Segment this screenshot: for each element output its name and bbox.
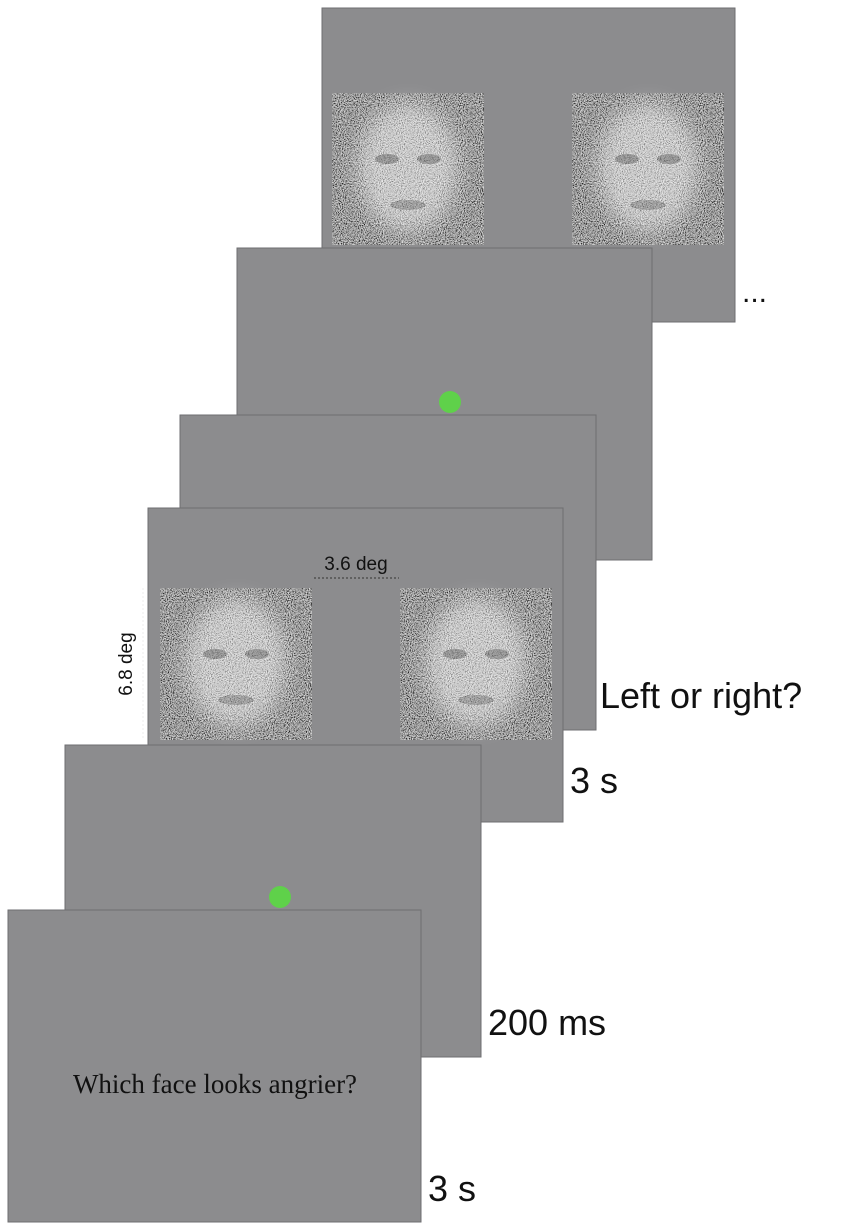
fixation-dot <box>439 391 461 413</box>
face-image <box>160 588 312 740</box>
timeline-label: Left or right? <box>600 675 802 716</box>
face-image <box>572 93 724 245</box>
paradigm-diagram: ... 3.6 deg 6.8 deg Left or right? 3 s 2… <box>0 0 860 1224</box>
screen-panel <box>8 910 421 1222</box>
question-text: Which face looks angrier? <box>73 1069 357 1099</box>
ellipsis: ... <box>742 276 767 309</box>
timeline-label: 3 s <box>570 760 618 801</box>
height-label: 6.8 deg <box>116 632 137 695</box>
timeline-label: 3 s <box>428 1168 476 1209</box>
gap-label: 3.6 deg <box>324 554 387 575</box>
face-image <box>400 588 552 740</box>
fixation-dot <box>269 886 291 908</box>
face-image <box>332 93 484 245</box>
timeline-label: 200 ms <box>488 1002 606 1043</box>
